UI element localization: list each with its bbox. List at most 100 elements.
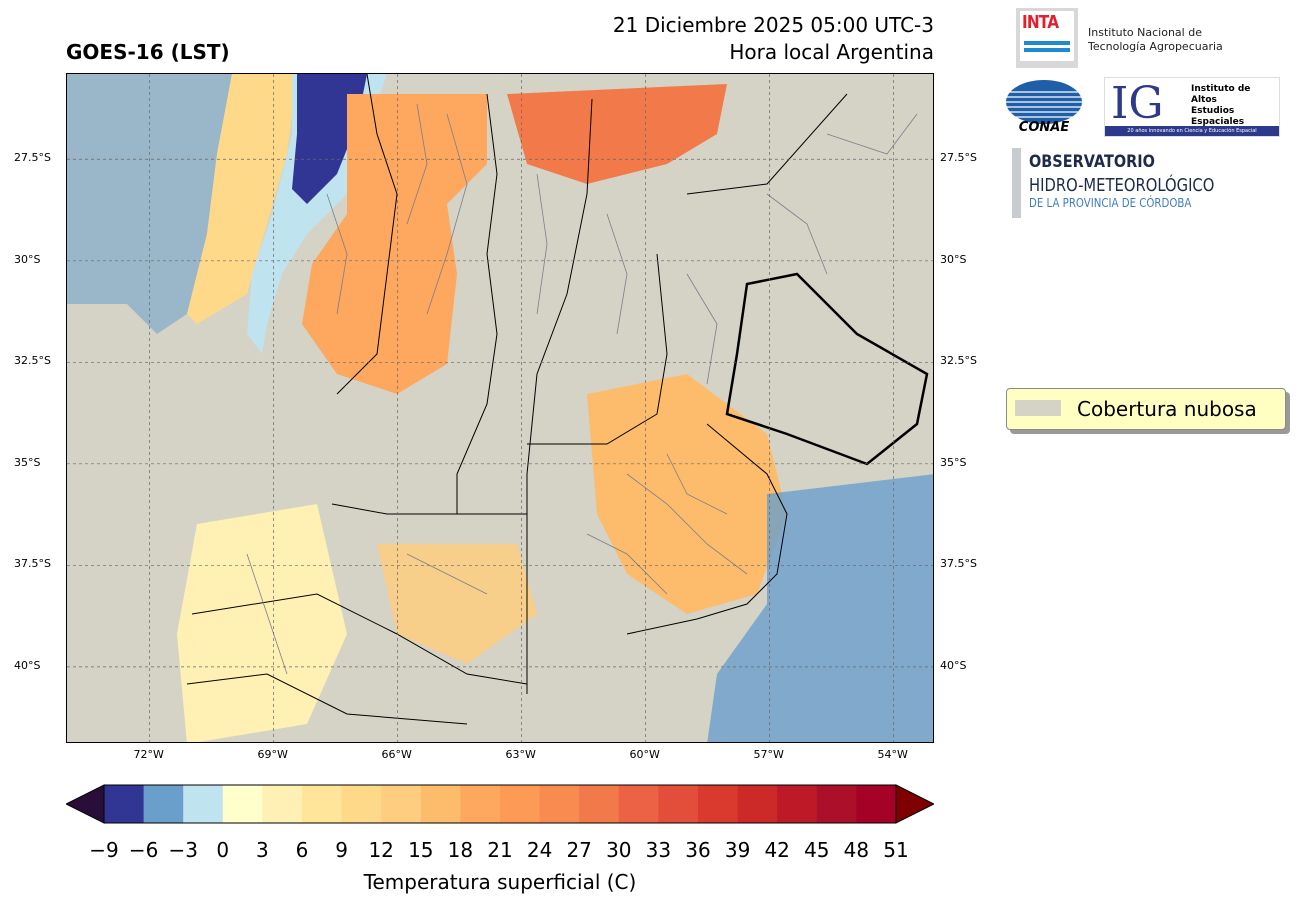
colorbar-tick-label: 36 xyxy=(685,838,711,862)
colorbar-segment xyxy=(341,785,382,823)
ig-logo-letters: IG xyxy=(1111,78,1164,129)
latitude-label: 32.5°S xyxy=(14,354,51,368)
colorbar-segment xyxy=(500,785,541,823)
latitude-label: 27.5°S xyxy=(14,151,51,165)
latitude-label: 40°S xyxy=(14,658,41,672)
colorbar-segment xyxy=(618,785,659,823)
latitude-label: 37.5°S xyxy=(940,557,977,571)
province-borders xyxy=(186,74,848,725)
longitude-label: 63°W xyxy=(505,748,536,761)
colorbar-segment xyxy=(104,785,145,823)
colorbar-tick-label: 12 xyxy=(368,838,394,862)
colorbar-tick-label: 27 xyxy=(566,838,592,862)
colorbar-tick-label: 21 xyxy=(487,838,513,862)
colorbar-segment xyxy=(737,785,778,823)
northwest-hot-region xyxy=(507,84,727,184)
inta-name-line1: Instituto Nacional de xyxy=(1088,26,1202,39)
latitude-label: 40°S xyxy=(940,658,967,672)
colorbar-segment xyxy=(658,785,699,823)
longitude-label: 60°W xyxy=(629,748,660,761)
colorbar-tick-label: −9 xyxy=(89,838,119,862)
buenos-aires-coast xyxy=(626,423,788,635)
latitude-label: 35°S xyxy=(940,455,967,469)
map-title: GOES-16 (LST) xyxy=(66,40,230,64)
colorbar-segment xyxy=(816,785,857,823)
colorbar-segment xyxy=(777,785,818,823)
colorbar-segment xyxy=(698,785,739,823)
latitude-label: 30°S xyxy=(940,252,967,266)
ig-name-line1: Instituto de Altos xyxy=(1191,84,1251,105)
latitude-label: 37.5°S xyxy=(14,557,51,571)
colorbar-tick-label: 24 xyxy=(526,838,553,862)
colorbar-over-arrow xyxy=(895,784,936,824)
longitude-label: 66°W xyxy=(381,748,412,761)
colorbar-segment xyxy=(183,785,224,823)
map-canvas xyxy=(67,74,933,742)
conae-logo: CONAE xyxy=(1004,78,1090,135)
colorbar-segment xyxy=(539,785,580,823)
colorbar-segment xyxy=(381,785,422,823)
latitude-label: 35°S xyxy=(14,455,41,469)
conae-word: CONAE xyxy=(1019,120,1070,134)
colorbar-tick-label: 18 xyxy=(447,838,474,862)
colorbar-tick-label: 30 xyxy=(606,838,632,862)
cloud-cover-label: Cobertura nubosa xyxy=(1077,397,1257,421)
observatorio-logo: OBSERVATORIO HIDRO-METEOROLÓGICO DE LA P… xyxy=(1012,148,1252,220)
colorbar-segment xyxy=(262,785,303,823)
colorbar-segment xyxy=(302,785,343,823)
colorbar-tick-label: 39 xyxy=(724,838,751,862)
inta-name: Instituto Nacional de Tecnología Agropec… xyxy=(1088,26,1223,54)
observatorio-line1: OBSERVATORIO xyxy=(1029,152,1155,172)
ig-name-line2: Estudios Espaciales xyxy=(1191,106,1245,127)
observatorio-line2: HIDRO-METEOROLÓGICO xyxy=(1029,175,1215,196)
patagonia-pale-region xyxy=(177,504,347,742)
colorbar-segment xyxy=(460,785,501,823)
timestamp-line: 21 Diciembre 2025 05:00 UTC-3 xyxy=(612,13,934,37)
colorbar-segment xyxy=(856,785,897,823)
colorbar xyxy=(64,784,936,826)
colorbar-graphic xyxy=(64,784,936,824)
inta-name-line2: Tecnología Agropecuaria xyxy=(1088,40,1223,53)
colorbar-segment xyxy=(420,785,461,823)
colorbar-tick-label: 6 xyxy=(295,838,309,862)
colorbar-tick-label: 15 xyxy=(408,838,434,862)
colorbar-tick-label: 0 xyxy=(216,838,230,862)
cold-west-band xyxy=(67,74,232,334)
la-pampa-warm-patch xyxy=(377,544,537,664)
colorbar-segment xyxy=(143,785,184,823)
cuyo-warm-region xyxy=(302,94,487,394)
latitude-label: 27.5°S xyxy=(940,151,977,165)
colorbar-tick-label: 9 xyxy=(335,838,348,862)
colorbar-tick-label: 3 xyxy=(256,838,269,862)
longitude-label: 72°W xyxy=(133,748,164,761)
colorbar-title: Temperatura superficial (C) xyxy=(363,870,637,894)
inta-logo: INTA xyxy=(1016,8,1078,68)
department-borders xyxy=(246,103,918,675)
atlantic-cold-region xyxy=(707,474,933,742)
latitude-label: 30°S xyxy=(14,252,41,266)
timestamp-title: 21 Diciembre 2025 05:00 UTC-3 Hora local… xyxy=(520,12,934,66)
colorbar-under-arrow xyxy=(64,784,105,824)
map-panel xyxy=(66,73,934,743)
cloud-cover-legend: Cobertura nubosa xyxy=(1006,388,1286,430)
colorbar-tick-label: −6 xyxy=(128,838,159,862)
longitude-label: 54°W xyxy=(877,748,908,761)
colorbar-segment xyxy=(222,785,263,823)
colorbar-tick-label: 42 xyxy=(764,838,790,862)
cloud-cover-swatch xyxy=(1015,400,1061,416)
longitude-label: 69°W xyxy=(257,748,288,761)
colorbar-tick-label: 48 xyxy=(843,838,870,862)
colorbar-tick-label: 51 xyxy=(883,838,909,862)
gridlines xyxy=(67,74,933,742)
latitude-label: 32.5°S xyxy=(940,354,977,368)
timezone-line: Hora local Argentina xyxy=(729,40,934,64)
uruguay-border xyxy=(725,272,929,466)
inta-logo-word: INTA xyxy=(1022,12,1059,33)
ig-logo: IG Instituto de Altos Estudios Espaciale… xyxy=(1104,77,1280,138)
colorbar-segment xyxy=(579,785,620,823)
colorbar-tick-label: −3 xyxy=(168,838,198,862)
warm-west-band xyxy=(187,74,297,324)
longitude-label: 57°W xyxy=(753,748,784,761)
observatorio-line3: DE LA PROVINCIA DE CÓRDOBA xyxy=(1029,196,1192,210)
colorbar-tick-label: 33 xyxy=(645,838,672,862)
